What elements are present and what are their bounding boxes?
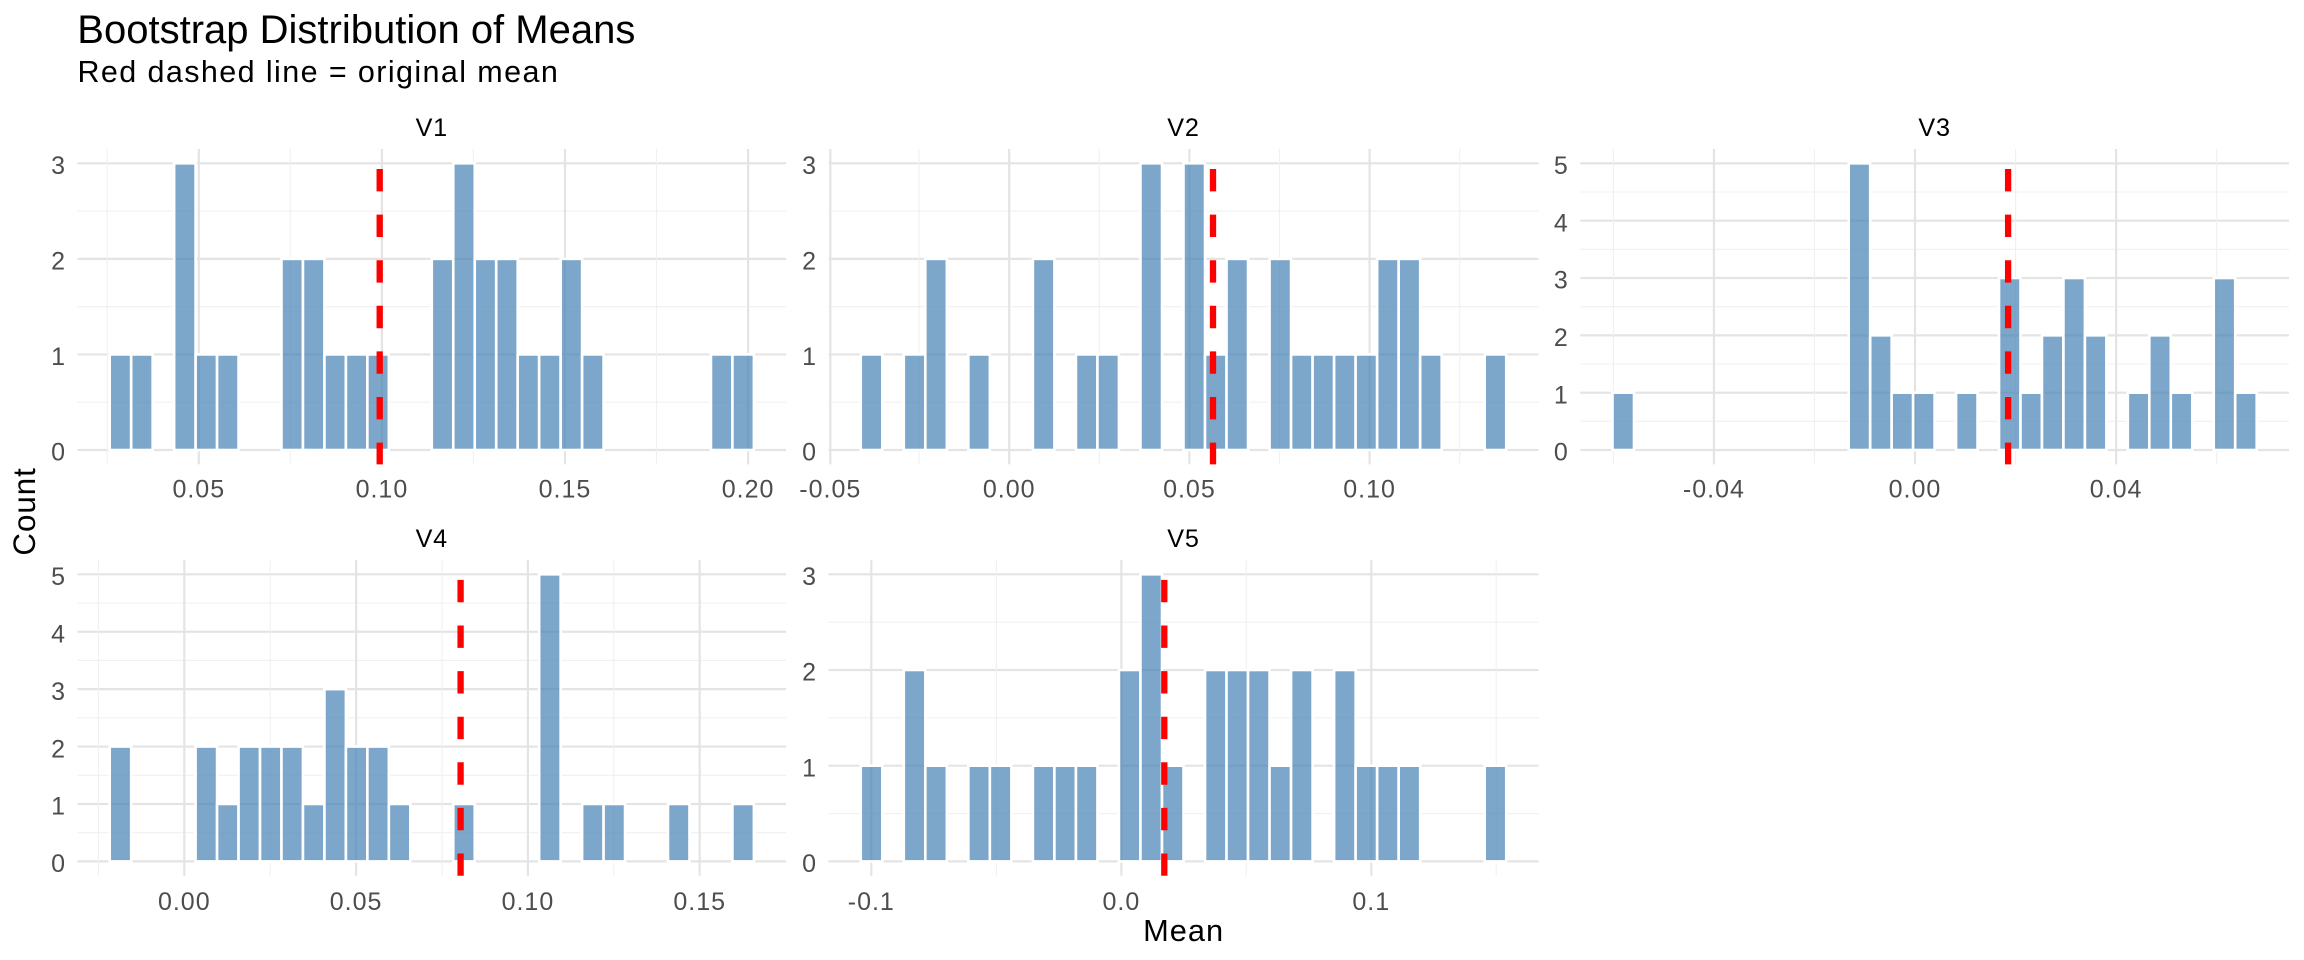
svg-text:1: 1	[1554, 381, 1568, 409]
svg-text:0: 0	[1554, 439, 1568, 467]
svg-text:2: 2	[51, 248, 65, 276]
svg-text:5: 5	[51, 563, 65, 591]
svg-text:Count: Count	[7, 467, 42, 556]
svg-text:0.00: 0.00	[158, 888, 211, 916]
svg-text:0: 0	[802, 850, 816, 878]
svg-text:2: 2	[802, 248, 816, 276]
svg-text:0.00: 0.00	[1889, 476, 1942, 504]
svg-text:0.05: 0.05	[330, 888, 383, 916]
svg-text:0: 0	[51, 850, 65, 878]
svg-text:0.10: 0.10	[356, 476, 409, 504]
svg-text:0: 0	[51, 439, 65, 467]
svg-text:0.1: 0.1	[1352, 888, 1390, 916]
svg-text:0.10: 0.10	[1343, 476, 1396, 504]
svg-text:3: 3	[51, 678, 65, 706]
svg-text:V3: V3	[1918, 114, 1950, 142]
svg-text:1: 1	[51, 793, 65, 821]
svg-text:Mean: Mean	[1143, 913, 1224, 948]
svg-text:0.05: 0.05	[1163, 476, 1216, 504]
svg-text:4: 4	[51, 620, 65, 648]
svg-text:V5: V5	[1167, 525, 1199, 553]
svg-text:0.15: 0.15	[673, 888, 726, 916]
svg-text:3: 3	[51, 152, 65, 180]
svg-text:1: 1	[51, 343, 65, 371]
svg-text:3: 3	[1554, 267, 1568, 295]
svg-text:2: 2	[802, 659, 816, 687]
svg-text:V1: V1	[416, 114, 448, 142]
svg-text:0.04: 0.04	[2090, 476, 2143, 504]
svg-text:0.10: 0.10	[502, 888, 555, 916]
svg-text:Bootstrap Distribution of Mean: Bootstrap Distribution of Means	[77, 8, 635, 52]
svg-text:1: 1	[802, 754, 816, 782]
svg-text:0.0: 0.0	[1103, 888, 1141, 916]
svg-text:-0.1: -0.1	[848, 888, 895, 916]
svg-text:0: 0	[802, 439, 816, 467]
svg-text:-0.04: -0.04	[1683, 476, 1745, 504]
svg-text:-0.05: -0.05	[799, 476, 861, 504]
svg-text:0.00: 0.00	[983, 476, 1036, 504]
svg-text:2: 2	[51, 735, 65, 763]
svg-text:5: 5	[1554, 152, 1568, 180]
svg-text:3: 3	[802, 563, 816, 591]
svg-text:0.15: 0.15	[539, 476, 592, 504]
svg-text:1: 1	[802, 343, 816, 371]
svg-text:Red dashed line = original mea: Red dashed line = original mean	[78, 55, 560, 89]
svg-text:2: 2	[1554, 324, 1568, 352]
svg-text:V2: V2	[1167, 114, 1199, 142]
svg-text:4: 4	[1554, 209, 1568, 237]
svg-text:0.20: 0.20	[722, 476, 775, 504]
svg-text:0.05: 0.05	[172, 476, 225, 504]
svg-text:3: 3	[802, 152, 816, 180]
svg-text:V4: V4	[416, 525, 448, 553]
